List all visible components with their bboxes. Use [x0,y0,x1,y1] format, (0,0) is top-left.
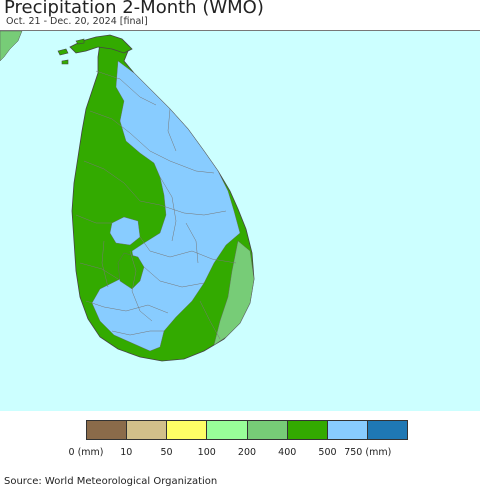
legend-label: 100 [197,447,216,458]
district-borders [75,70,237,340]
legend-swatch [367,421,407,439]
legend-label: 500 [318,447,337,458]
jaffna-peninsula [69,34,133,54]
legend-label: 400 [278,447,297,458]
legend-swatch [247,421,288,439]
legend-swatch [167,421,208,439]
small-island [57,48,69,56]
legend-label: 200 [237,447,257,458]
small-island [75,38,85,45]
legend-labels: 0 (mm) 10 50 100 200 400 500 750 (mm) [0,447,480,461]
legend-label: 50 [160,447,173,458]
precipitation-map [0,30,480,411]
precip-zone-200-400 [213,240,255,346]
legend-label: 750 (mm) [344,447,392,458]
legend-swatch [327,421,368,439]
precip-zone-500-hole [109,216,141,246]
map-subtitle: Oct. 21 - Dec. 20, 2024 [final] [6,16,148,27]
india-landmass [0,31,23,62]
map-title: Precipitation 2-Month (WMO) [4,0,264,18]
legend-swatch [287,421,328,439]
precip-zone-400-island [117,252,145,290]
legend-swatch [87,421,128,439]
precipitation-legend [86,420,408,440]
legend-label: 0 (mm) [68,447,104,458]
source-credit: Source: World Meteorological Organizatio… [4,476,218,487]
legend-swatch [207,421,248,439]
small-island [61,59,69,65]
legend-swatch [127,421,168,439]
legend-label: 10 [120,447,133,458]
